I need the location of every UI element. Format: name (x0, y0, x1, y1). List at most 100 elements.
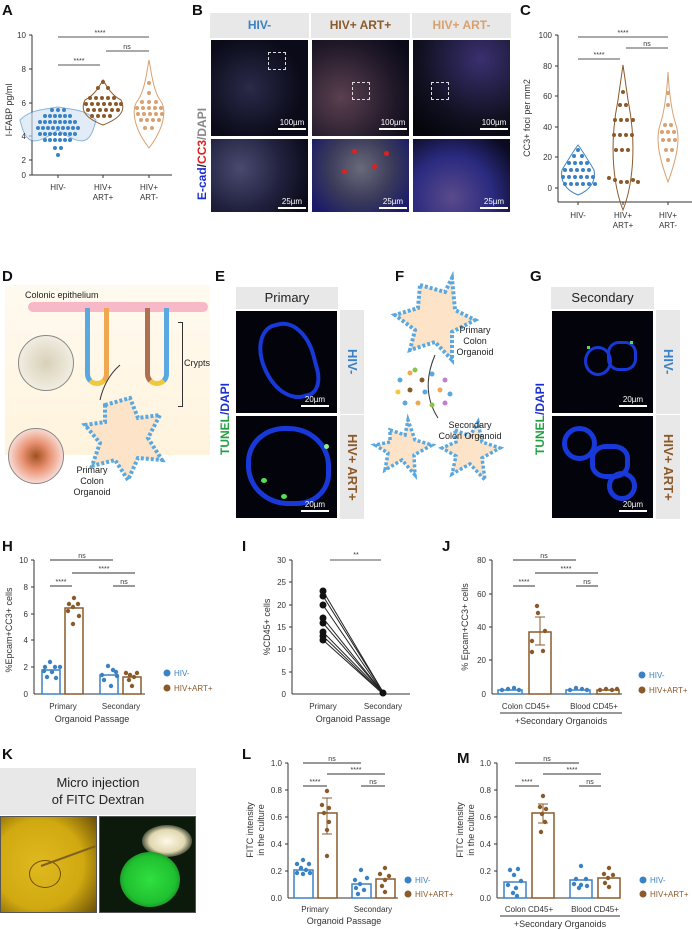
organoid-passage-diagram (370, 270, 505, 486)
violin-plot-a (19, 34, 172, 178)
tunel-micrograph-hiv-art-pos: 20µm (551, 415, 654, 519)
svg-text:0.0: 0.0 (480, 894, 492, 903)
svg-text:HIV+: HIV+ (614, 211, 632, 220)
svg-text:****: **** (95, 30, 106, 37)
panel-j: J ns **** **** ns 0 20 40 60 80 Colon CD… (440, 538, 692, 740)
svg-text:ns: ns (583, 579, 591, 586)
svg-text:10: 10 (19, 556, 28, 565)
header-primary: Primary (236, 287, 338, 309)
svg-text:0.4: 0.4 (480, 840, 492, 849)
svg-text:15: 15 (277, 623, 286, 632)
svg-text:0.4: 0.4 (271, 840, 283, 849)
micrograph-hiv-neg-low: 100µm (210, 39, 309, 137)
svg-text:****: **** (56, 579, 67, 586)
svg-text:0: 0 (282, 690, 287, 699)
panel-label: K (2, 746, 13, 763)
svg-text:****: **** (310, 779, 321, 786)
svg-text:ns: ns (540, 553, 548, 560)
panel-label: J (442, 538, 451, 555)
svg-text:****: **** (351, 767, 362, 774)
svg-text:**: ** (353, 552, 359, 559)
svg-text:80: 80 (543, 62, 552, 71)
svg-text:40: 40 (477, 623, 486, 632)
panel-h: H ns **** **** ns 0 2 4 6 8 10 Primary S… (0, 538, 230, 740)
svg-text:Blood CD45+: Blood CD45+ (571, 905, 619, 914)
svg-text:****: **** (594, 52, 605, 59)
panel-d: D Colonic epithelium Crypts Primary Colon… (0, 268, 210, 497)
header-hiv-neg: HIV- (210, 13, 309, 38)
svg-text:Secondary: Secondary (102, 702, 140, 711)
svg-text:10: 10 (277, 645, 286, 654)
svg-text:0.8: 0.8 (271, 786, 283, 795)
svg-text:ART-: ART- (140, 193, 158, 202)
svg-text:0: 0 (24, 690, 29, 699)
stain-label: TUNEL/DAPI (218, 382, 232, 455)
svg-text:ns: ns (543, 756, 551, 763)
microinjection-title: Micro injection of FITC Dextran (0, 768, 196, 815)
svg-text:+Secondary Organoids: +Secondary Organoids (514, 919, 607, 929)
micrograph-hiv-art-neg-high: 25µm (412, 138, 511, 213)
panel-label: C (520, 2, 531, 19)
svg-text:Primary: Primary (309, 702, 337, 711)
svg-text:ns: ns (120, 579, 128, 586)
svg-text:ART+: ART+ (93, 193, 114, 202)
panel-label: E (215, 268, 226, 285)
micrograph-hiv-neg-high: 25µm (210, 138, 309, 213)
svg-text:6: 6 (24, 610, 29, 619)
svg-text:20: 20 (277, 601, 286, 610)
svg-text:Blood CD45+: Blood CD45+ (570, 702, 618, 711)
micrograph-hiv-art-pos-high: 25µm (311, 138, 410, 213)
header-secondary: Secondary (551, 287, 654, 309)
panel-k: K Micro injection of FITC Dextran (0, 740, 230, 929)
svg-text:0.8: 0.8 (480, 786, 492, 795)
svg-text:****: **** (561, 566, 572, 573)
violin-plot-c: **** ns **** 0 20 40 60 80 100 HIV- HIV+… (522, 30, 692, 230)
svg-text:2: 2 (22, 156, 27, 165)
svg-text:80: 80 (477, 556, 486, 565)
panel-l: L ns **** **** ns 0.0 0.2 0.4 0.6 0.8 1.… (230, 740, 455, 929)
svg-text:5: 5 (282, 668, 287, 677)
primary-organoid-label: Primary Colon Organoid (456, 325, 494, 357)
svg-text:ns: ns (123, 44, 131, 51)
svg-text:30: 30 (277, 556, 286, 565)
svg-text:****: **** (618, 30, 629, 37)
svg-text:0: 0 (482, 690, 487, 699)
primary-organoid-label: Primary Colon Organoid (73, 465, 111, 497)
crypt-1 (85, 308, 109, 386)
svg-text:HIV+ART+: HIV+ART+ (174, 684, 213, 693)
row-label-hiv-art-pos: HIV+ ART+ (656, 415, 680, 519)
svg-text:I-FABP pg/ml: I-FABP pg/ml (4, 84, 14, 137)
svg-text:%CD45+ cells: %CD45+ cells (262, 598, 272, 655)
svg-text:1.0: 1.0 (271, 759, 283, 768)
panel-label: H (2, 538, 13, 555)
svg-text:****: **** (567, 767, 578, 774)
svg-text:% Epcam+CC3+ cells: % Epcam+CC3+ cells (460, 583, 470, 671)
svg-text:Colon CD45+: Colon CD45+ (502, 702, 551, 711)
tunel-micrograph-hiv-neg: 20µm (551, 310, 654, 414)
paired-line-chart-i: ** 0 5 10 15 20 25 30 Primary Secondary … (262, 552, 410, 724)
bar-chart-m: ns **** **** ns 0.0 0.2 0.4 0.6 0.8 1.0 … (455, 756, 689, 929)
fluorescence-image (99, 816, 196, 913)
svg-text:Organoid Passage: Organoid Passage (307, 916, 382, 926)
svg-text:0.0: 0.0 (271, 894, 283, 903)
svg-text:ns: ns (328, 756, 336, 763)
stain-label: TUNEL/DAPI (533, 382, 547, 455)
epithelium-strip (28, 302, 208, 312)
svg-text:HIV+: HIV+ (94, 183, 112, 192)
svg-text:Secondary: Secondary (354, 905, 392, 914)
panel-i: I ** 0 5 10 15 20 25 30 Primary Secondar… (230, 538, 440, 740)
svg-text:Organoid Passage: Organoid Passage (316, 714, 391, 724)
svg-text:ns: ns (369, 779, 377, 786)
svg-text:Colon CD45+: Colon CD45+ (505, 905, 554, 914)
panel-label: M (457, 750, 470, 767)
svg-text:Primary: Primary (49, 702, 77, 711)
organoid-image (8, 428, 64, 484)
svg-text:60: 60 (477, 590, 486, 599)
crypt-2 (145, 308, 169, 386)
panel-label: G (530, 268, 542, 285)
svg-text:HIV-: HIV- (50, 183, 66, 192)
svg-text:ns: ns (643, 41, 651, 48)
svg-text:2: 2 (24, 663, 29, 672)
svg-text:Organoid Passage: Organoid Passage (55, 714, 130, 724)
svg-text:4: 4 (22, 132, 27, 141)
